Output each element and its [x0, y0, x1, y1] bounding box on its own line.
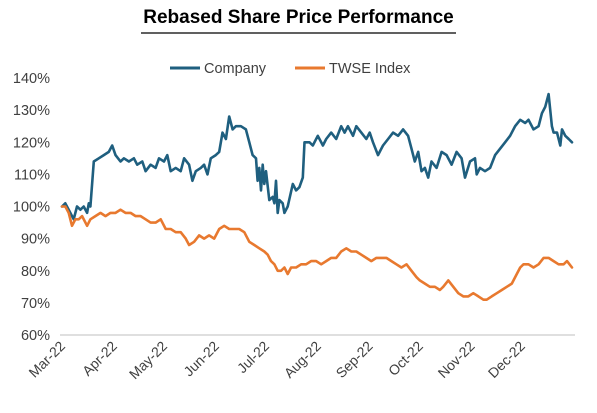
x-axis: Mar-22 Apr-22 May-22 Jun-22 Jul-22 Aug-22 Sep-… [25, 338, 528, 382]
y-axis: 60% 70% 80% 90% 100% 110% 120% 130% 140% [13, 71, 50, 344]
x-tick-label: Nov-22 [435, 338, 478, 381]
y-tick-label: 140% [13, 71, 50, 87]
legend: Company TWSE Index [170, 61, 411, 77]
y-tick-label: 70% [21, 296, 50, 312]
series-line-twse-index [60, 205, 574, 301]
legend-label-company: Company [204, 61, 267, 77]
y-tick-label: 80% [21, 264, 50, 280]
y-tick-label: 90% [21, 232, 50, 248]
x-tick-label: Jul-22 [234, 338, 272, 376]
y-tick-label: 130% [13, 103, 50, 119]
x-tick-label: Dec-22 [485, 338, 528, 381]
x-tick-label: Jun-22 [180, 338, 222, 380]
y-tick-label: 60% [21, 328, 50, 344]
x-tick-label: Oct-22 [385, 338, 426, 379]
x-tick-label: Mar-22 [25, 338, 68, 381]
legend-label-twse-index: TWSE Index [329, 61, 411, 77]
x-tick-label: Apr-22 [79, 338, 120, 379]
y-tick-label: 110% [14, 167, 50, 183]
x-tick-label: May-22 [126, 338, 170, 382]
x-tick-label: Sep-22 [333, 338, 376, 381]
series-line-company [60, 92, 574, 221]
y-tick-label: 100% [13, 200, 50, 216]
series-lines [60, 92, 574, 301]
chart-title: Rebased Share Price Performance [143, 7, 454, 28]
y-tick-label: 120% [13, 135, 50, 151]
x-tick-label: Aug-22 [281, 338, 324, 381]
